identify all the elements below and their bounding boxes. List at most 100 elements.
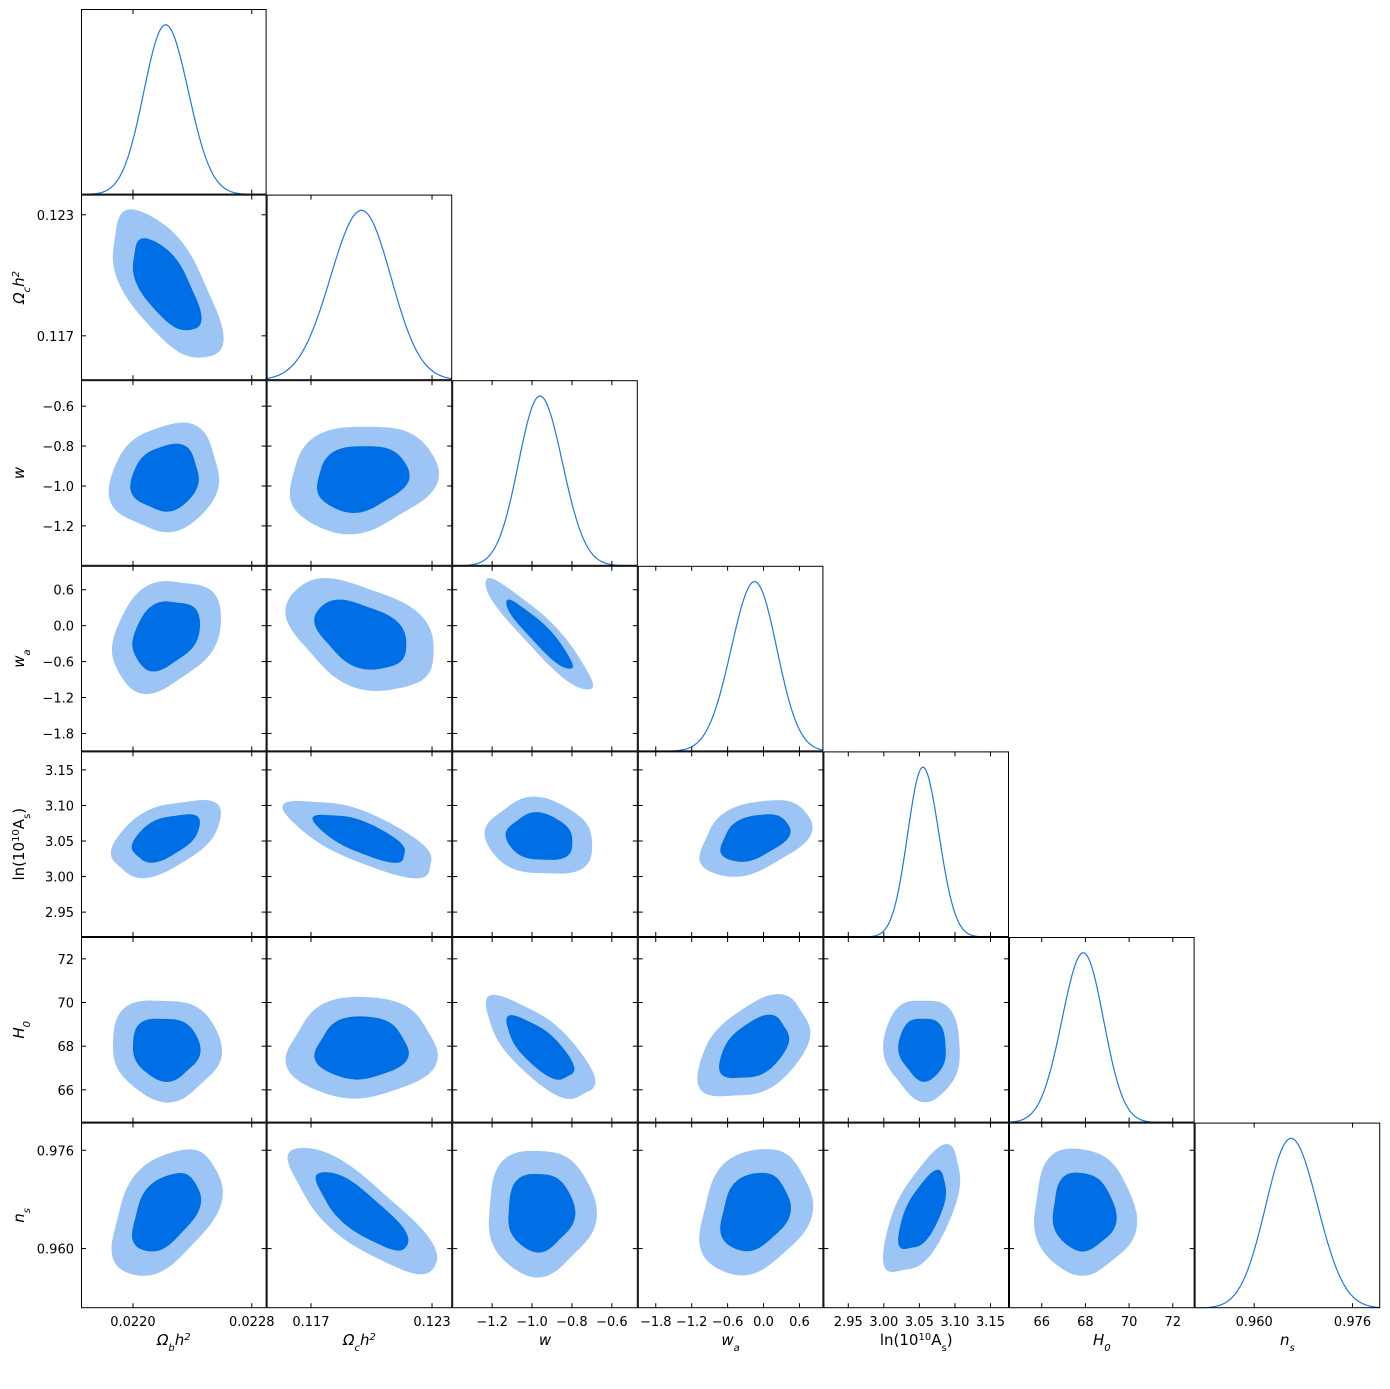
panel-frame [452,751,638,938]
x-tick-label-wa: −1.8 [640,1315,672,1330]
panel-w-H0 [452,937,638,1123]
panel-omegach2-ns [266,1122,453,1309]
contour-68-omegabh2-wa [132,601,200,672]
contour-68-omegabh2-ns [132,1173,202,1252]
panel-frame [81,937,267,1123]
panel-wa-wa [637,565,824,752]
x-axis-label-ns: ns [1280,1331,1295,1354]
marginal-w [452,395,638,566]
contour-68-omegabh2-H0 [132,1018,201,1082]
panel-frame [81,1122,267,1309]
x-tick-label-w: −1.0 [516,1315,548,1330]
panel-omegabh2-w [81,380,267,566]
y-tick-label-wa: −0.6 [42,656,74,671]
y-tick-label-omegach2: 0.117 [37,330,74,345]
panel-wa-H0 [637,937,824,1123]
y-tick-label-logA: 3.15 [45,764,74,779]
panel-omegabh2-omegabh2 [81,9,267,195]
panel-w-wa [452,565,638,752]
x-tick-label-H0: 72 [1164,1315,1181,1330]
y-tick-label-w: −1.0 [42,480,74,495]
contour-68-omegach2-H0 [314,1016,409,1080]
y-tick-label-wa: 0.6 [53,584,74,599]
x-axis-label-omegach2: Ωch2 [342,1331,376,1354]
panel-frame [266,751,453,938]
panel-frame [266,1122,453,1309]
marginal-logA [823,766,1009,938]
panel-frame [81,380,267,566]
panel-frame [823,1122,1010,1309]
panel-H0-ns [1009,1122,1195,1309]
panel-frame [1009,1122,1195,1309]
x-tick-label-ns: 0.976 [1334,1315,1371,1330]
panel-omegach2-omegach2 [266,194,453,381]
panel-frame [452,1122,638,1309]
panel-frame [1194,1122,1381,1309]
marginal-omegabh2 [81,24,267,195]
panel-frame [1009,937,1195,1123]
panel-frame [266,194,453,381]
y-tick-label-wa: 0.0 [53,620,74,635]
y-axis-label-group: ns [10,1208,33,1223]
x-tick-label-logA: 2.95 [834,1315,863,1330]
contour-68-omegach2-ns [315,1172,409,1251]
y-tick-label-H0: 68 [57,1040,74,1055]
contour-68-omegabh2-omegach2 [132,238,202,331]
panel-frame [637,751,824,938]
panel-frame [452,565,638,752]
x-tick-label-H0: 70 [1121,1315,1138,1330]
y-tick-label-ns: 0.976 [37,1144,74,1159]
panel-w-ns [452,1122,638,1309]
y-axis-label-ns: ns [10,1208,33,1223]
y-tick-label-wa: −1.2 [42,692,74,707]
contour-68-w-logA [505,812,573,860]
panel-logA-logA [823,751,1010,938]
y-axis-label-group: w [10,466,28,479]
y-tick-label-w: −0.8 [42,440,74,455]
y-tick-label-ns: 0.960 [37,1243,74,1258]
x-tick-label-omegach2: 0.123 [413,1315,450,1330]
panel-frame [81,9,267,195]
panel-logA-H0 [823,937,1010,1123]
marginal-wa [637,580,824,752]
x-axis-label-logA: ln(1010As) [880,1331,953,1354]
contour-68-wa-ns [720,1172,791,1252]
panel-w-w [452,380,638,566]
y-axis-label-group: wa [10,649,33,667]
panel-omegabh2-omegach2 [81,194,267,381]
panel-wa-logA [637,751,824,938]
y-axis-label-wa: wa [10,649,33,667]
panel-frame [266,565,453,752]
panel-frame [637,1122,824,1309]
contour-68-omegach2-w [317,446,410,513]
panel-frame [81,751,267,938]
contour-68-w-H0 [506,1015,575,1080]
y-tick-label-H0: 70 [57,997,74,1012]
panel-frame [266,937,453,1123]
contour-68-omegabh2-w [130,443,199,512]
x-tick-label-omegabh2: 0.0228 [229,1315,275,1330]
y-axis-label-group: H0 [10,1021,33,1039]
contour-68-omegabh2-logA [131,814,200,863]
panel-omegach2-w [266,380,453,566]
panel-frame [823,937,1010,1123]
panel-frame [81,565,267,752]
marginal-omegach2 [266,209,453,380]
panel-logA-ns [823,1122,1010,1309]
x-axis-label-H0: H0 [1093,1331,1111,1354]
y-tick-label-H0: 72 [57,953,74,968]
y-tick-label-logA: 3.05 [45,835,74,850]
y-tick-label-logA: 3.10 [45,799,74,814]
x-tick-label-ns: 0.960 [1236,1315,1273,1330]
x-tick-label-logA: 3.05 [905,1315,934,1330]
y-axis-label-H0: H0 [10,1021,33,1039]
x-tick-label-w: −0.6 [596,1315,628,1330]
panel-omegach2-H0 [266,937,453,1123]
panel-wa-ns [637,1122,824,1309]
contour-68-w-ns [508,1174,576,1253]
panel-frame [81,194,267,381]
marginal-H0 [1009,952,1195,1123]
panel-H0-H0 [1009,937,1195,1123]
y-axis-label-omegach2: Ωch2 [10,271,33,305]
y-tick-label-H0: 66 [57,1084,74,1099]
